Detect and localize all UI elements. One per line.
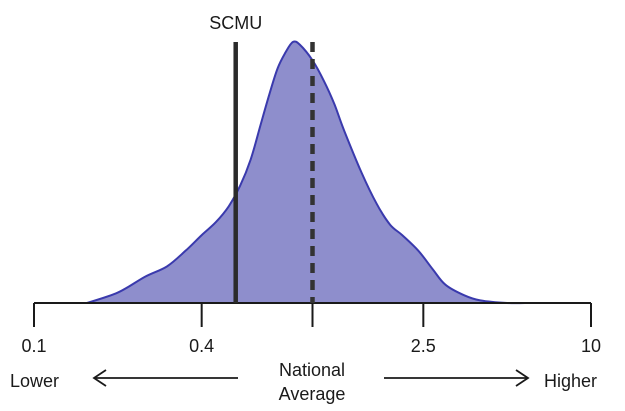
higher-label: Higher — [544, 371, 597, 391]
x-tick-label: 2.5 — [411, 336, 436, 356]
lower-label: Lower — [10, 371, 59, 391]
x-tick-label: 10 — [581, 336, 601, 356]
left-arrow-icon — [92, 369, 238, 387]
density-area — [86, 40, 530, 305]
average-label: Average — [279, 384, 346, 404]
national-label: National — [279, 360, 345, 380]
x-tick-label: 0.4 — [189, 336, 214, 356]
scmu-label: SCMU — [209, 13, 262, 33]
right-arrow-icon — [384, 369, 530, 387]
x-tick-label: 0.1 — [21, 336, 46, 356]
x-axis: 0.1 0.4 2.5 10 — [21, 302, 601, 356]
